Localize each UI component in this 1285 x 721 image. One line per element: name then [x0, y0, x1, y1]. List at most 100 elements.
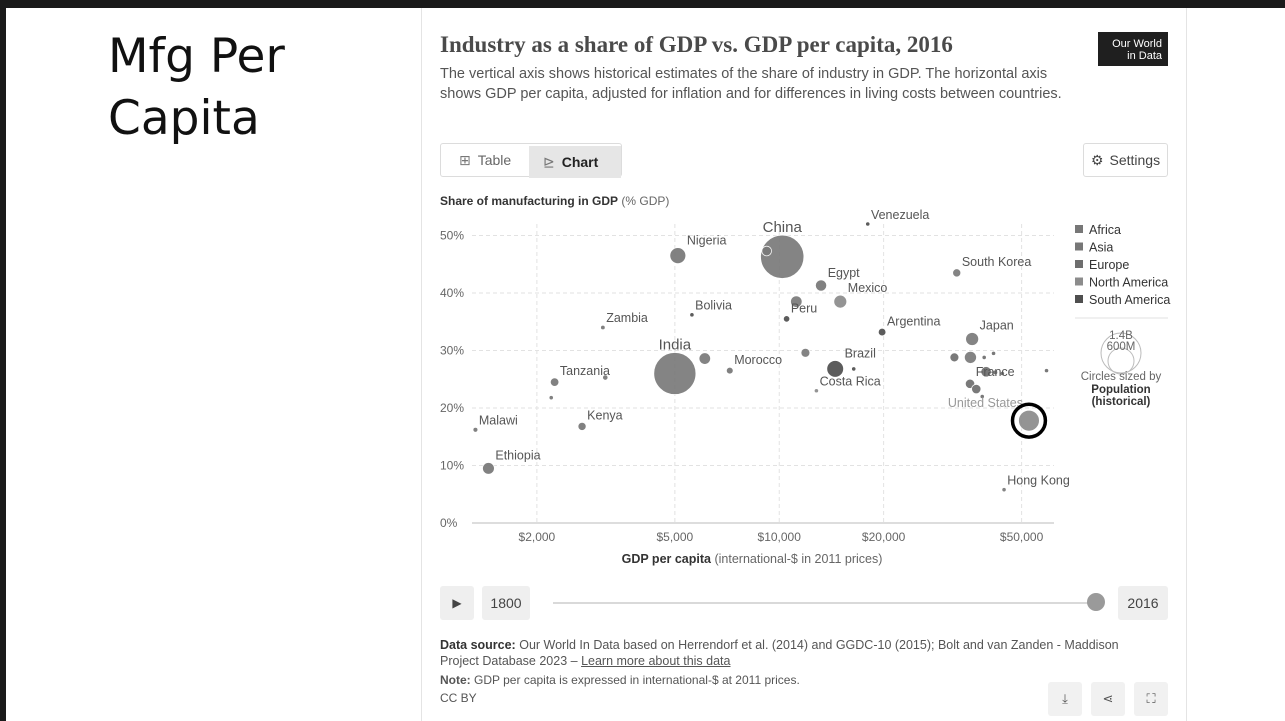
data-point: [990, 350, 997, 356]
highlight-ring: [1010, 402, 1048, 439]
y-axis-label-bold: Share of manufacturing in GDP: [440, 194, 618, 208]
legend-label: Asia: [1089, 241, 1113, 255]
legend-swatch: [1075, 225, 1083, 233]
data-point: [851, 366, 857, 372]
legend-label: Africa: [1089, 223, 1121, 237]
tab-table-label: Table: [477, 152, 512, 168]
data-point: [725, 366, 734, 375]
source-heading: Data source:: [440, 638, 516, 652]
share-button[interactable]: ⋖: [1091, 682, 1125, 716]
data-point: [1043, 368, 1050, 374]
play-button[interactable]: ▶: [440, 586, 474, 620]
data-label: China: [763, 219, 803, 236]
x-tick-label: $20,000: [862, 530, 906, 544]
y-tick-label: 20%: [440, 401, 464, 415]
y-axis-label-unit: (% GDP): [621, 194, 669, 208]
data-point: [482, 462, 495, 475]
gear-icon: ⚙: [1090, 151, 1104, 168]
data-point: [952, 268, 962, 278]
data-point: [790, 295, 803, 308]
grid: 0% 10% 20% 30% 40% 50% $2,000 $5,000 $10,000 $20,…: [440, 224, 1054, 544]
data-label: Morocco: [734, 353, 782, 367]
chart-title: Industry as a share of GDP vs. GDP per c…: [440, 32, 953, 57]
legend: Africa Asia Europe North America South Ameri…: [1075, 223, 1170, 408]
data-point: [980, 366, 992, 378]
note-text-before: GDP per capita is expressed in: [474, 673, 640, 687]
size-legend-large-circle: [1100, 332, 1142, 374]
size-legend-large-label: 1.4B: [1109, 330, 1133, 342]
data-point: [981, 354, 987, 360]
owid-chart-card: Industry as a share of GDP vs. GDP per c…: [421, 8, 1187, 721]
data-label: Ethiopia: [495, 448, 540, 462]
license[interactable]: CC BY: [440, 691, 477, 705]
data-label: India: [659, 336, 692, 353]
data-label: Egypt: [828, 266, 860, 280]
data-point: [549, 377, 560, 387]
data-point: [472, 426, 479, 433]
y-tick-label: 50%: [440, 229, 464, 243]
data-label: Mexico: [848, 281, 888, 295]
settings-label: Settings: [1109, 152, 1161, 168]
size-legend-small-circle: [1107, 347, 1135, 375]
data-label: Nigeria: [687, 234, 727, 248]
data-point: [814, 279, 828, 292]
data-label: Kenya: [587, 408, 622, 422]
data-label: Argentina: [887, 314, 941, 328]
timeline: ▶ 1800 2016: [440, 586, 1170, 622]
fullscreen-icon: ⛶: [1146, 691, 1156, 706]
fullscreen-button[interactable]: ⛶: [1134, 682, 1168, 716]
data-point: [865, 221, 871, 227]
x-axis-label-bold: GDP per capita: [622, 552, 712, 566]
size-legend-small-label: 600M: [1107, 341, 1136, 353]
data-label: Brazil: [845, 346, 876, 360]
note: Note: GDP per capita is expressed in int…: [440, 672, 1040, 688]
data-point: [999, 370, 1005, 377]
learn-more-link[interactable]: Learn more about this data: [581, 654, 731, 668]
data-label: Malawi: [479, 413, 518, 427]
data-point: [979, 393, 985, 400]
x-tick-label: $2,000: [519, 530, 556, 544]
chart-subtitle: The vertical axis shows historical estim…: [440, 66, 1062, 102]
timeline-start-year[interactable]: 1800: [482, 586, 530, 620]
legend-swatch: [1075, 260, 1083, 268]
data-label: Bolivia: [695, 299, 732, 313]
timeline-handle[interactable]: [1087, 593, 1105, 611]
tab-table[interactable]: ⊞ Table: [441, 144, 529, 176]
timeline-end-year[interactable]: 2016: [1118, 586, 1168, 620]
data-label: Hong Kong: [1007, 473, 1070, 487]
data-point: [689, 312, 695, 318]
owid-logo[interactable]: Our World in Data: [1098, 32, 1168, 66]
legend-swatch: [1075, 295, 1083, 303]
tab-chart-label: Chart: [561, 154, 599, 170]
legend-label: North America: [1089, 276, 1168, 290]
y-tick-label: 10%: [440, 459, 464, 473]
data-point: [577, 421, 587, 431]
legend-label: South America: [1089, 293, 1170, 307]
international-dollar-link[interactable]: international-$: [642, 673, 719, 687]
data-point: [669, 247, 687, 265]
settings-button[interactable]: ⚙ Settings: [1083, 143, 1168, 177]
view-tabs: ⊞ Table ⊵ Chart: [440, 143, 622, 178]
scatter-plot: Share of manufacturing in GDP (% GDP) GD…: [440, 194, 1170, 566]
data-label: Zambia: [606, 311, 648, 325]
point-labels: China India United States Brazil Nigeria Japa…: [479, 208, 1070, 488]
tab-chart[interactable]: ⊵ Chart: [529, 146, 621, 178]
data-point: [1018, 409, 1040, 432]
data-point: [877, 327, 887, 337]
x-tick-label: $10,000: [758, 530, 802, 544]
data-point: [782, 315, 791, 323]
download-button[interactable]: ⤓: [1048, 682, 1082, 716]
data-label: Costa Rica: [820, 375, 881, 389]
data-point: [992, 369, 999, 376]
data-point: [965, 332, 980, 346]
data-point: [833, 294, 848, 309]
note-heading: Note:: [440, 673, 471, 687]
source-text: Our World In Data based on Herrendorf et…: [440, 638, 1119, 668]
timeline-track[interactable]: [553, 602, 1101, 604]
data-points: [472, 221, 1050, 493]
legend-swatch: [1075, 242, 1083, 251]
data-label: Venezuela: [871, 208, 929, 222]
data-point: [971, 383, 982, 395]
data-point: [949, 352, 960, 363]
data-source: Data source: Our World In Data based on …: [440, 637, 1160, 669]
